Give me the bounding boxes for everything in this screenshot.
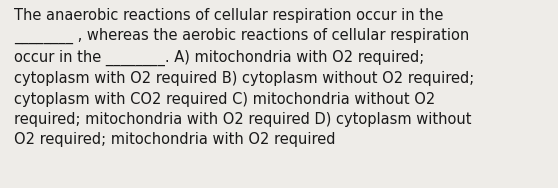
Text: The anaerobic reactions of cellular respiration occur in the
________ , whereas : The anaerobic reactions of cellular resp… (14, 8, 474, 147)
